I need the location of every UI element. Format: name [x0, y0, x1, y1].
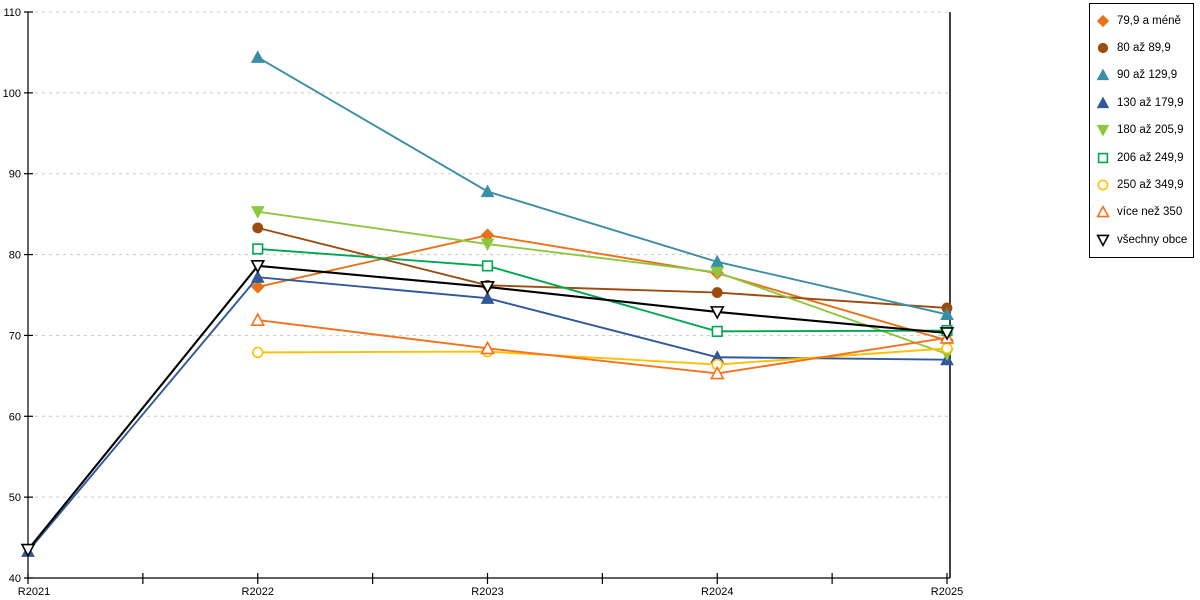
series-line [27, 264, 948, 551]
data-point-triangle-down [710, 266, 725, 280]
data-point-triangle-up [480, 184, 495, 198]
x-axis-tick-label: R2025 [931, 586, 963, 598]
data-point-triangle-down [709, 306, 725, 320]
data-point-circle [252, 222, 264, 234]
triangle-down-icon [1096, 125, 1110, 137]
y-axis-tick-label: 40 [9, 573, 21, 585]
circle-icon [1097, 42, 1109, 54]
triangle-up-icon [1096, 69, 1110, 81]
series-line [27, 276, 948, 552]
legend-item-label: více než 350 [1117, 206, 1183, 219]
data-point-triangle-down [480, 238, 495, 252]
y-axis-tick-label: 70 [9, 330, 21, 342]
data-point-square [711, 325, 723, 337]
legend-item: 90 až 129,9 [1096, 62, 1193, 89]
circle-icon [1097, 179, 1109, 191]
legend-item: 206 až 249,9 [1096, 144, 1193, 171]
data-point-triangle-up [940, 307, 954, 321]
data-point-circle [941, 342, 953, 355]
x-axis-tick-label: R2021 [18, 586, 50, 598]
data-point-triangle-up [480, 291, 495, 304]
y-axis-tick-label: 100 [3, 88, 21, 100]
data-point-triangle-up [709, 365, 725, 380]
y-axis-tick-label: 90 [9, 169, 21, 181]
legend-item: 80 až 89,9 [1096, 34, 1193, 61]
diamond-icon [1096, 14, 1110, 27]
chart-legend: 79,9 a méně 80 až 89,9 90 až 129,9 130 až 1… [1089, 3, 1194, 258]
data-point-square [481, 260, 494, 272]
data-point-triangle-down [939, 327, 955, 341]
legend-item: všechny obce [1096, 226, 1193, 253]
data-point-circle [252, 346, 264, 359]
data-point-triangle-up [480, 340, 495, 355]
data-point-triangle-down [20, 543, 36, 558]
triangle-up-icon [1096, 205, 1110, 218]
legend-marker-shape [1097, 152, 1109, 163]
data-point-diamond [251, 280, 265, 294]
legend-item: 79,9 a méně [1096, 7, 1193, 34]
legend-marker-shape [1096, 14, 1110, 27]
data-point-triangle-down [250, 259, 266, 274]
legend-marker-shape [1096, 205, 1110, 218]
legend-item-label: 180 až 205,9 [1117, 124, 1184, 137]
data-point-circle [711, 287, 723, 298]
y-axis-tick-label: 80 [9, 250, 21, 262]
legend-marker-shape [1096, 125, 1110, 137]
legend-item: 250 až 349,9 [1096, 171, 1193, 198]
x-axis-tick-label: R2024 [701, 586, 733, 598]
legend-item-label: všechny obce [1117, 233, 1188, 246]
legend-marker-shape [1096, 96, 1110, 108]
series-line [257, 226, 948, 309]
legend-item-label: 130 až 179,9 [1117, 96, 1184, 109]
legend-item: 180 až 205,9 [1096, 117, 1193, 144]
legend-marker-shape [1097, 179, 1109, 191]
data-point-triangle-up [250, 270, 265, 283]
legend-item: více než 350 [1096, 199, 1193, 226]
data-point-square [252, 243, 264, 255]
legend-item: 130 až 179,9 [1096, 89, 1193, 116]
triangle-up-icon [1096, 96, 1110, 108]
series-line [257, 234, 948, 342]
legend-item-label: 90 až 129,9 [1117, 69, 1178, 82]
data-point-triangle-down [480, 281, 495, 295]
y-axis-tick-label: 110 [3, 7, 21, 19]
legend-item-label: 79,9 a méně [1117, 14, 1181, 27]
legend-item-label: 206 až 249,9 [1117, 151, 1184, 164]
x-axis-tick-label: R2022 [242, 586, 274, 598]
series-line [257, 347, 948, 366]
legend-item-label: 250 až 349,9 [1117, 179, 1184, 192]
legend-item-label: 80 až 89,9 [1117, 42, 1171, 55]
data-point-triangle-up [250, 50, 265, 63]
series-line [257, 210, 948, 355]
y-axis-tick-label: 50 [9, 492, 21, 504]
square-icon [1097, 152, 1109, 163]
series-line [257, 56, 948, 316]
legend-marker-shape [1096, 234, 1110, 247]
data-point-triangle-down [250, 206, 265, 219]
legend-marker-shape [1097, 42, 1109, 54]
triangle-down-icon [1096, 234, 1110, 247]
x-axis-tick-label: R2023 [471, 586, 503, 598]
y-axis-tick-label: 60 [9, 411, 21, 423]
legend-marker-shape [1096, 69, 1110, 81]
series-line [257, 319, 948, 375]
data-point-triangle-up [250, 312, 266, 326]
